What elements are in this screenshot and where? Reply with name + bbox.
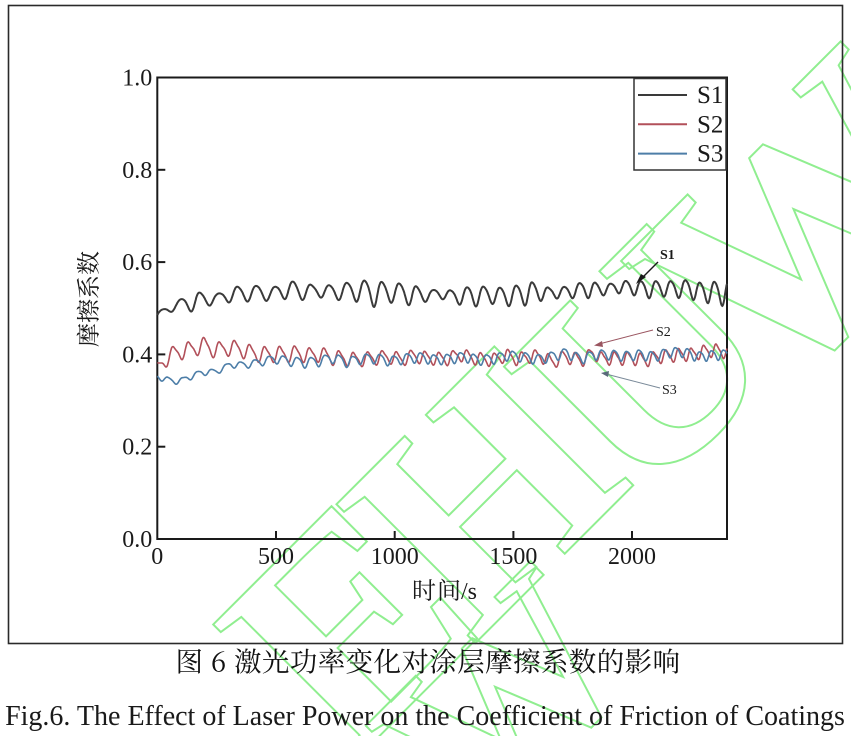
svg-text:0.0: 0.0 — [122, 527, 152, 553]
svg-text:2000: 2000 — [608, 544, 656, 570]
svg-text:0.8: 0.8 — [122, 158, 152, 184]
svg-text:1.0: 1.0 — [122, 66, 152, 92]
svg-text:Fig.6. The Effect of Laser Pow: Fig.6. The Effect of Laser Power on the … — [5, 701, 845, 732]
svg-text:1000: 1000 — [371, 544, 419, 570]
svg-text:0.6: 0.6 — [122, 250, 152, 276]
svg-text:S2: S2 — [656, 325, 671, 340]
svg-text:S3: S3 — [697, 141, 723, 168]
svg-text:S3: S3 — [662, 383, 677, 398]
svg-text:1500: 1500 — [489, 544, 537, 570]
svg-text:0.4: 0.4 — [122, 342, 152, 368]
svg-text:S2: S2 — [697, 111, 723, 138]
svg-text:/s: /s — [461, 579, 477, 605]
svg-text:0: 0 — [151, 544, 163, 570]
svg-text:500: 500 — [258, 544, 294, 570]
svg-text:S1: S1 — [697, 82, 723, 109]
svg-text:S1: S1 — [660, 248, 675, 263]
svg-text:0.2: 0.2 — [122, 435, 152, 461]
